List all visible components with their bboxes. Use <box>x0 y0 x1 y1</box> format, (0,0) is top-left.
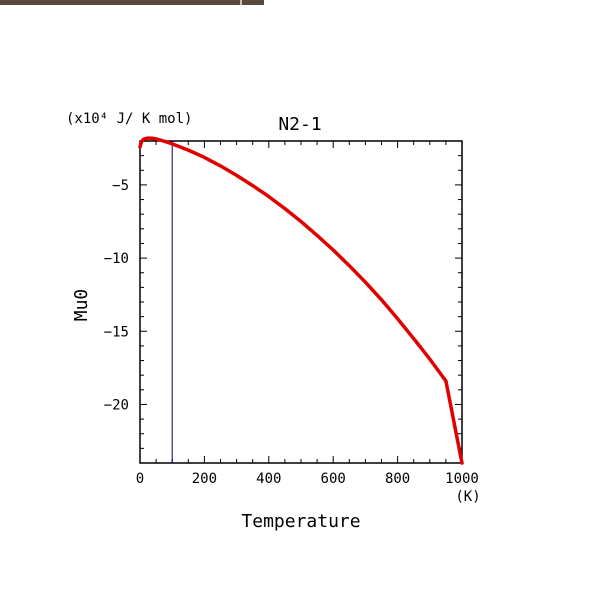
y-tick-label: −10 <box>104 251 129 267</box>
window-top-bar <box>0 0 264 5</box>
y-tick-label: −20 <box>104 397 129 413</box>
x-tick-label: 200 <box>192 471 217 487</box>
plot-area: 0 200 400 600 800 1000 −5 −10 −15 −20 <box>104 136 479 487</box>
plot-frame <box>139 140 463 464</box>
y-tick-label: −5 <box>112 178 129 194</box>
x-tick-label: 600 <box>321 471 346 487</box>
x-unit-label: (K) <box>455 489 480 505</box>
y-tick-label: −15 <box>104 324 129 340</box>
x-axis-label: Temperature <box>241 511 360 532</box>
x-tick-label: 0 <box>136 471 144 487</box>
x-tick-label: 800 <box>385 471 410 487</box>
x-tick-label: 1000 <box>445 471 479 487</box>
chart-title: N2-1 <box>278 114 321 135</box>
window-top-bar-cap <box>240 0 242 5</box>
y-unit-label: (x10⁴ J/ K mol) <box>66 111 192 127</box>
y-axis-label: Mu0 <box>71 289 92 322</box>
series-line <box>138 136 464 465</box>
x-tick-label: 400 <box>256 471 281 487</box>
